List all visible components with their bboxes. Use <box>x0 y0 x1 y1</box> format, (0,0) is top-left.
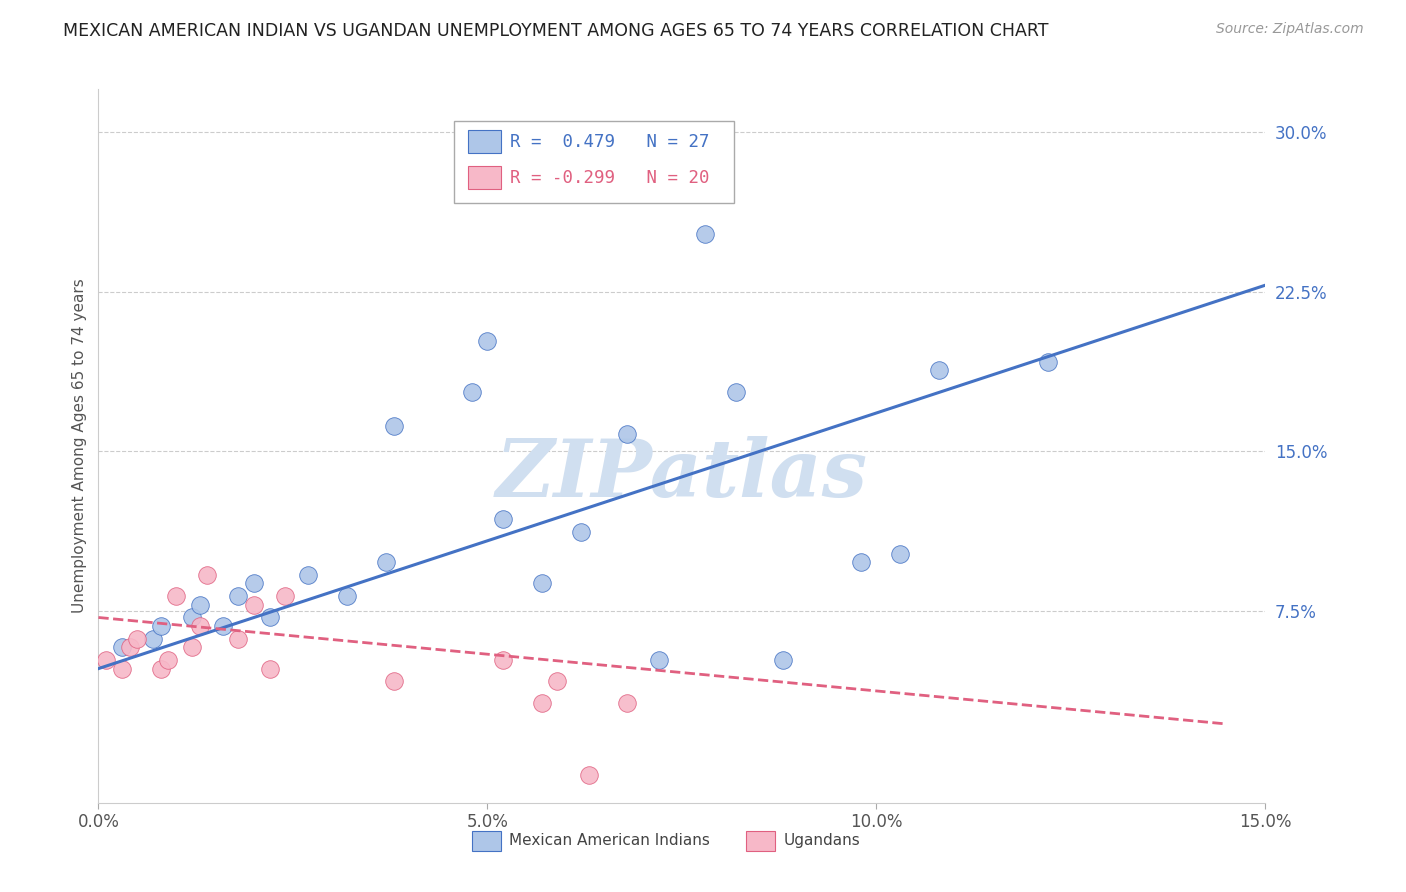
Point <box>375 555 398 569</box>
Point <box>188 619 211 633</box>
Text: Ugandans: Ugandans <box>783 833 860 848</box>
Point <box>195 567 218 582</box>
Point <box>530 696 553 710</box>
Point <box>492 653 515 667</box>
Point <box>157 653 180 667</box>
Point <box>546 674 568 689</box>
Point <box>647 653 669 667</box>
Point <box>243 576 266 591</box>
Point <box>477 334 499 348</box>
Point <box>188 598 211 612</box>
Point <box>492 512 515 526</box>
Point <box>96 653 118 667</box>
Point <box>212 619 235 633</box>
Point <box>849 555 872 569</box>
Y-axis label: Unemployment Among Ages 65 to 74 years: Unemployment Among Ages 65 to 74 years <box>72 278 87 614</box>
Point <box>142 632 165 646</box>
Point <box>695 227 717 241</box>
FancyBboxPatch shape <box>468 166 501 189</box>
Point <box>1036 355 1059 369</box>
Text: R =  0.479   N = 27: R = 0.479 N = 27 <box>510 133 710 151</box>
Point <box>889 547 911 561</box>
Point <box>725 384 748 399</box>
FancyBboxPatch shape <box>472 830 501 851</box>
Point <box>127 632 149 646</box>
Point <box>297 567 319 582</box>
FancyBboxPatch shape <box>468 130 501 153</box>
Point <box>616 696 638 710</box>
Text: Source: ZipAtlas.com: Source: ZipAtlas.com <box>1216 22 1364 37</box>
Text: MEXICAN AMERICAN INDIAN VS UGANDAN UNEMPLOYMENT AMONG AGES 65 TO 74 YEARS CORREL: MEXICAN AMERICAN INDIAN VS UGANDAN UNEMP… <box>63 22 1049 40</box>
Point <box>382 418 405 433</box>
Point <box>111 662 134 676</box>
Point <box>274 589 297 603</box>
Text: ZIPatlas: ZIPatlas <box>496 436 868 513</box>
Point <box>243 598 266 612</box>
Point <box>149 662 172 676</box>
Point <box>928 363 950 377</box>
Point <box>228 589 250 603</box>
Point <box>616 427 638 442</box>
Point <box>259 662 281 676</box>
FancyBboxPatch shape <box>747 830 775 851</box>
Point <box>118 640 141 655</box>
Point <box>461 384 484 399</box>
Point <box>228 632 250 646</box>
Point <box>578 768 600 782</box>
Point <box>111 640 134 655</box>
Point <box>530 576 553 591</box>
Point <box>165 589 187 603</box>
Point <box>382 674 405 689</box>
Point <box>180 640 202 655</box>
Point <box>569 525 592 540</box>
Text: Mexican American Indians: Mexican American Indians <box>509 833 710 848</box>
Point <box>180 610 202 624</box>
Point <box>259 610 281 624</box>
Text: R = -0.299   N = 20: R = -0.299 N = 20 <box>510 169 710 186</box>
Point <box>336 589 359 603</box>
Point <box>772 653 794 667</box>
FancyBboxPatch shape <box>454 121 734 203</box>
Point <box>149 619 172 633</box>
